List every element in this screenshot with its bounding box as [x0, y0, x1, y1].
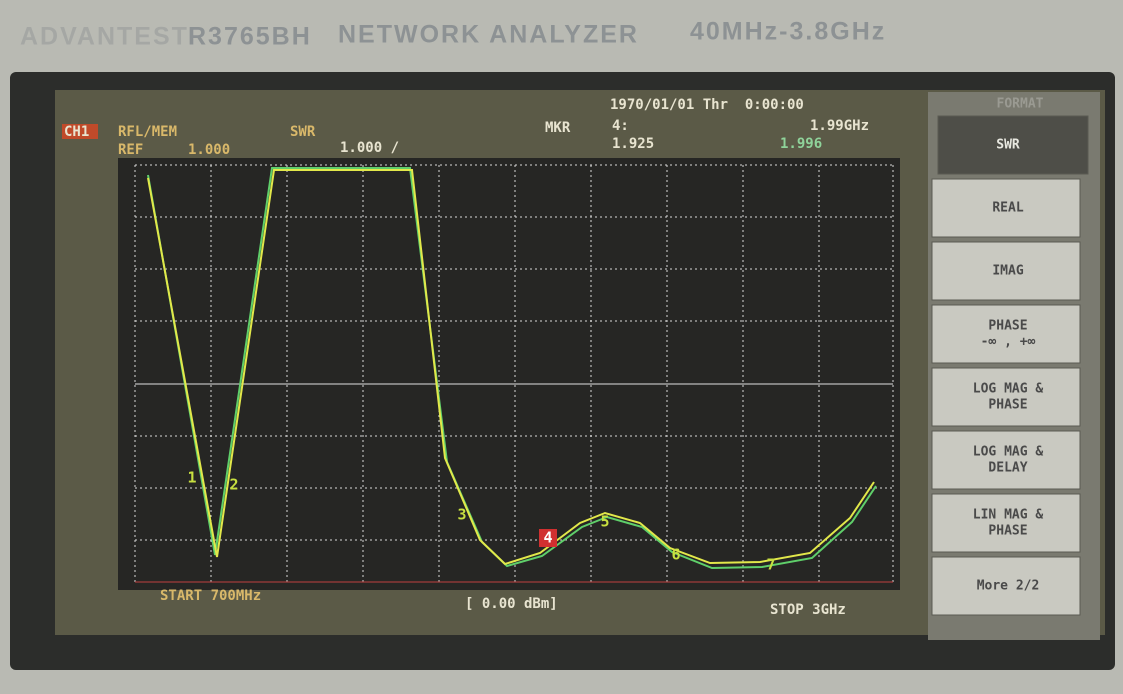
measurement: RFL/MEM	[118, 124, 177, 140]
softkey[interactable]	[931, 241, 1081, 301]
softkey-label: LIN MAG &	[973, 508, 1044, 523]
ref-label: REF	[118, 142, 143, 158]
softkey-label: DELAY	[988, 461, 1027, 476]
brand: ADVANTEST	[20, 23, 189, 51]
power: [ 0.00 dBm]	[465, 596, 558, 612]
softkey-label: -∞ , +∞	[981, 335, 1036, 350]
softkey[interactable]	[931, 493, 1081, 553]
marker-frequency: 1.99GHz	[810, 118, 869, 134]
marker-label: MKR	[545, 120, 571, 136]
instrument-name: NETWORK ANALYZER	[338, 21, 639, 49]
softkey[interactable]	[931, 430, 1081, 490]
marker: 3	[457, 506, 466, 524]
softkey[interactable]	[931, 304, 1081, 364]
marker-value: 1.925	[612, 136, 654, 152]
datetime: 1970/01/01 Thr 0:00:00	[610, 97, 804, 113]
model: R3765BH	[188, 23, 312, 51]
softkey-title: FORMAT	[997, 97, 1044, 112]
softkey-label: REAL	[992, 201, 1023, 216]
marker: 6	[671, 546, 680, 564]
scale: 1.000 /	[340, 140, 399, 156]
channel-badge	[62, 124, 98, 139]
ref-value: 1.000	[188, 142, 230, 158]
softkey-label: LOG MAG &	[973, 382, 1044, 397]
trace-data	[147, 169, 875, 566]
active-marker-box	[539, 529, 557, 547]
frequency-range: 40MHz-3.8GHz	[690, 18, 886, 46]
softkey-label: PHASE	[988, 398, 1027, 413]
softkey-label: PHASE	[988, 524, 1027, 539]
softkey[interactable]	[937, 115, 1089, 175]
softkey-label: IMAG	[992, 264, 1023, 279]
softkey-label: PHASE	[988, 319, 1027, 334]
marker-value-memory: 1.996	[780, 136, 822, 152]
markers: 1 2 3 4 5 6 7	[187, 469, 775, 574]
format: SWR	[290, 124, 316, 140]
grid	[134, 164, 894, 583]
marker: 7	[766, 556, 775, 574]
marker: 1	[187, 469, 196, 487]
marker: 5	[600, 513, 609, 531]
softkey[interactable]	[931, 178, 1081, 238]
softkey-label: SWR	[996, 138, 1020, 153]
marker: 4	[543, 529, 552, 547]
plot-area	[118, 158, 900, 590]
marker-number: 4:	[612, 118, 629, 134]
softkey[interactable]	[931, 556, 1081, 616]
trace-memory	[147, 167, 877, 570]
channel: CH1	[64, 124, 89, 140]
marker: 2	[229, 476, 238, 494]
softkey[interactable]	[931, 367, 1081, 427]
stop-frequency: STOP 3GHz	[770, 602, 846, 618]
start-frequency: START 700MHz	[160, 588, 261, 604]
softkey-label: More 2/2	[977, 579, 1040, 594]
softkey-label: LOG MAG &	[973, 445, 1044, 460]
